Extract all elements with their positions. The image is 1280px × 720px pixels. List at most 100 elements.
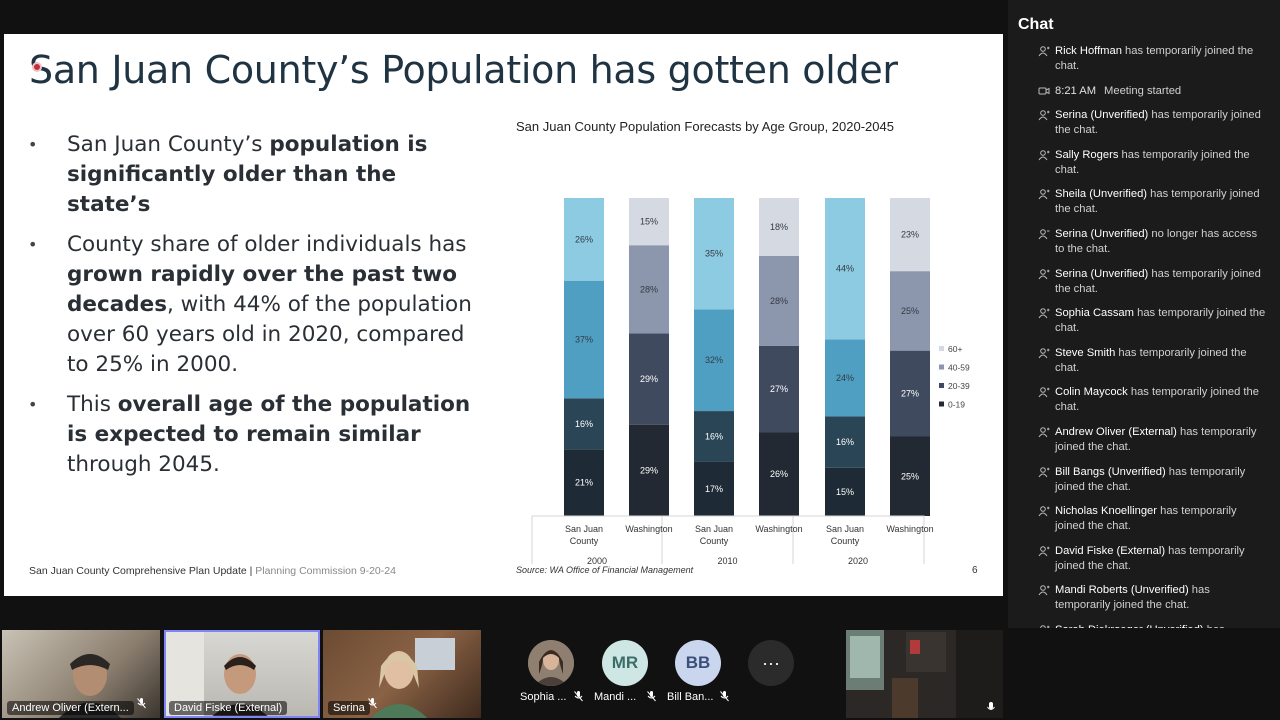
meeting-icon (1038, 85, 1050, 97)
bar-data-label: 17% (705, 484, 723, 494)
x-tick-label: County (570, 536, 599, 546)
bullet-text: grown rapidly over the past two decades (67, 262, 458, 317)
bar-segment (694, 198, 734, 310)
bar-segment (629, 245, 669, 334)
person-join-icon (1038, 386, 1050, 398)
room-video-tile[interactable] (846, 630, 1003, 718)
bar-segment (825, 339, 865, 417)
person-join-icon (1038, 307, 1050, 319)
bar-data-label: 27% (901, 389, 919, 399)
chart-svg: 21% 16% 37% 26% 29% 29% 28% 15% 17% 16% 32% 35% 26% 2… (531, 198, 970, 564)
chat-event: Serina (Unverified) no longer has access… (1008, 227, 1280, 257)
slide-page-number: 6 (972, 565, 978, 576)
bar-data-label: 16% (705, 432, 723, 442)
chat-event-text: has temporarily joined the chat. (1055, 148, 1250, 176)
chat-event: Serina (Unverified) has temporarily join… (1008, 108, 1280, 138)
bullet-item: • This overall age of the population is e… (26, 390, 476, 480)
bar-data-label: 35% (705, 249, 723, 259)
mic-muted-icon (647, 691, 656, 702)
laser-pointer-dot (32, 62, 42, 72)
bar-segment (694, 411, 734, 462)
mic-icon (987, 702, 995, 710)
chat-event: Mandi Roberts (Unverified) has temporari… (1008, 583, 1280, 613)
participant-video (371, 638, 455, 718)
footer-project: San Juan County Comprehensive Plan Updat… (29, 565, 247, 577)
bar-data-label: 16% (575, 419, 593, 429)
bullet-text: San Juan County’s (67, 132, 270, 157)
mic-muted-icon (368, 698, 377, 709)
chat-participant-name: Bill Bangs (Unverified) (1055, 465, 1166, 478)
chat-event-text: has temporarily joined the chat. (1055, 584, 1210, 612)
bar-segment (759, 345, 799, 433)
chat-event-time: 8:21 AM (1055, 84, 1097, 97)
bar-segment (890, 436, 930, 516)
bullet-text: , with 44% of the population over 60 yea… (67, 292, 472, 377)
x-tick-label: County (831, 536, 860, 546)
slide-title: San Juan County’s Population has gotten … (29, 48, 898, 92)
avatar-bill[interactable]: BB (675, 640, 721, 686)
chat-event-text: has temporarily joined the chat. (1055, 109, 1261, 137)
chat-event: Steve Smith has temporarily joined the c… (1008, 346, 1280, 376)
bullet-text: This (67, 392, 118, 417)
bar-data-label: 37% (575, 335, 593, 345)
chat-participant-name: Colin Maycock (1055, 386, 1128, 399)
bar-data-label: 25% (901, 471, 919, 481)
legend-label: 20-39 (948, 381, 970, 391)
bar-data-label: 26% (575, 234, 593, 244)
participant-strip: Andrew Oliver (Extern... David Fiske (Ex… (0, 628, 1280, 720)
chat-participant-name: Andrew Oliver (External) (1055, 425, 1177, 438)
bullet-list: • San Juan County’s population is signifi… (26, 130, 476, 490)
avatar-label: Sophia ... (520, 691, 567, 703)
footer-separator: | (246, 565, 256, 577)
x-tick-label: San Juan (695, 524, 733, 534)
person-join-icon (1038, 149, 1050, 161)
chat-event-text: has temporarily joined the chat. (1055, 465, 1246, 493)
x-group-label: 2000 (587, 556, 607, 564)
bullet-marker: • (28, 135, 38, 154)
chat-participant-name: David Fiske (External) (1055, 544, 1166, 557)
chart-source: Source: WA Office of Financial Managemen… (516, 565, 694, 575)
legend-label: 0-19 (948, 400, 965, 410)
bar-data-label: 27% (770, 384, 788, 394)
chat-panel[interactable]: Chat Rick Hoffman has temporarily joined… (1008, 0, 1280, 628)
room-video (846, 630, 1003, 718)
legend-swatch (939, 383, 944, 388)
chat-event-text: has temporarily joined the chat. (1055, 45, 1254, 72)
video-tile-andrew[interactable]: Andrew Oliver (Extern... (2, 630, 160, 718)
bar-data-label: 26% (770, 469, 788, 479)
x-tick-label: County (700, 536, 729, 546)
chat-event-text: has temporarily joined the chat. (1055, 386, 1259, 414)
bar-data-label: 24% (836, 373, 854, 383)
person-leave-icon (1038, 228, 1050, 240)
chat-message-list[interactable]: Rick Hoffman has temporarily joined the … (1008, 44, 1280, 628)
person-join-icon (1038, 426, 1050, 438)
chat-participant-name: Steve Smith (1055, 346, 1116, 359)
more-participants-button[interactable]: ··· (748, 640, 794, 686)
chat-event: Sarah Diekroeger (Unverified) has tempor… (1008, 623, 1280, 628)
person-join-icon (1038, 545, 1050, 557)
video-tile-name: Serina (328, 701, 370, 715)
person-join-icon (1038, 624, 1050, 628)
bar-segment (759, 255, 799, 346)
chat-participant-name: Sheila (Unverified) (1055, 188, 1148, 201)
bar-data-label: 44% (836, 264, 854, 274)
chat-event-text: has temporarily joined the chat. (1055, 267, 1261, 295)
chat-participant-name: Serina (Unverified) (1055, 227, 1149, 240)
chat-participant-name: Sally Rogers (1055, 148, 1119, 161)
bar-data-label: 28% (770, 296, 788, 306)
video-tile-david[interactable]: David Fiske (External) (164, 630, 320, 718)
chat-participant-name: Sarah Diekroeger (Unverified) (1055, 624, 1204, 628)
video-tile-serina[interactable]: Serina (323, 630, 481, 718)
bar-data-label: 15% (640, 217, 658, 227)
avatar-mandi[interactable]: MR (602, 640, 648, 686)
chat-event: Sheila (Unverified) has temporarily join… (1008, 187, 1280, 217)
bar-segment (890, 350, 930, 437)
bar-data-label: 21% (575, 478, 593, 488)
x-group-label: 2010 (717, 556, 737, 564)
person-join-icon (1038, 347, 1050, 359)
bar-segment (564, 280, 604, 399)
mic-muted-icon (137, 698, 146, 709)
chat-event: Rick Hoffman has temporarily joined the … (1008, 44, 1280, 74)
avatar-sophia[interactable] (528, 640, 574, 686)
x-tick-label: San Juan (565, 524, 603, 534)
